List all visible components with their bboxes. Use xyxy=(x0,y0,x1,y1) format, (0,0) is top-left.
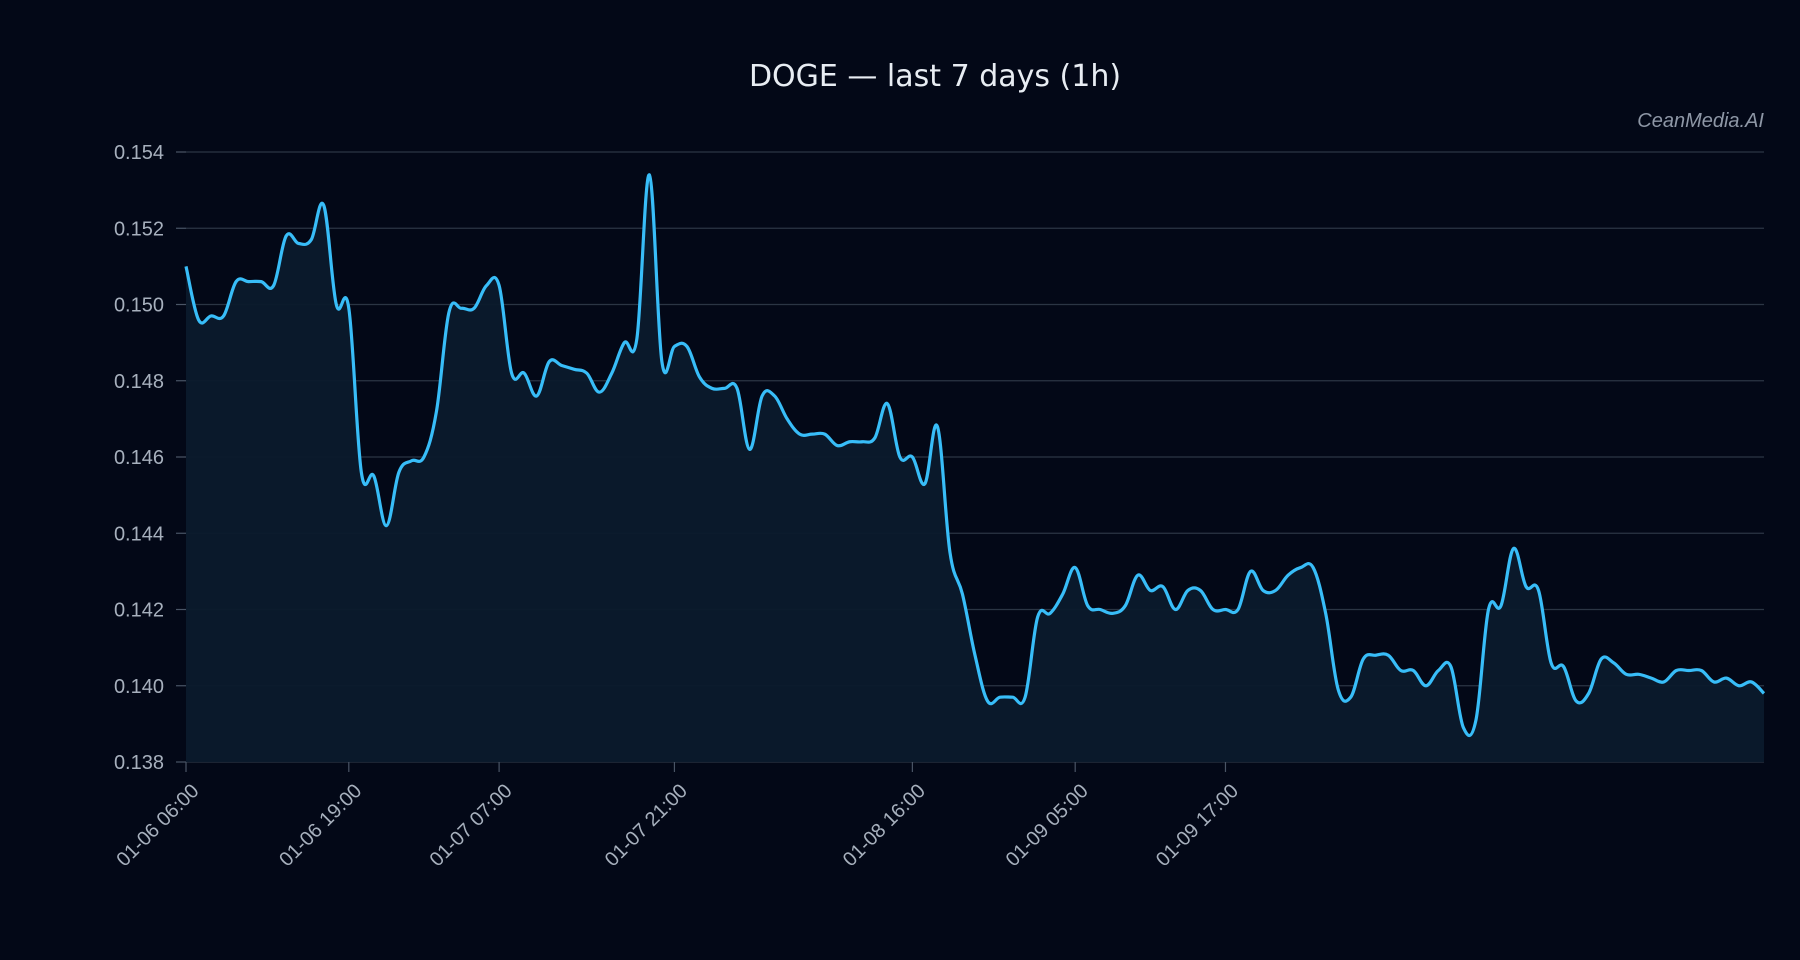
y-tick-label: 0.146 xyxy=(114,447,164,469)
y-axis-ticks: 0.138 0.140 0.142 0.144 0.146 0.148 0.150 0.152… xyxy=(114,142,186,774)
price-area-fill xyxy=(186,174,1764,763)
x-tick-label: 01-07 07:00 xyxy=(426,780,517,871)
x-tick-label: 01-09 17:00 xyxy=(1152,780,1243,871)
y-tick-label: 0.150 xyxy=(114,295,164,317)
y-tick-label: 0.144 xyxy=(114,523,164,545)
y-tick-label: 0.140 xyxy=(114,676,164,698)
y-tick-label: 0.154 xyxy=(114,142,164,164)
y-tick-label: 0.148 xyxy=(114,371,164,393)
y-tick-label: 0.152 xyxy=(114,218,164,240)
x-axis-ticks: 01-06 06:00 01-06 19:00 01-07 07:00 01-07 2… xyxy=(112,762,1243,871)
watermark: CeanMedia.AI xyxy=(1637,110,1764,132)
x-tick-label: 01-06 19:00 xyxy=(275,780,366,871)
price-line xyxy=(184,173,1766,738)
x-tick-label: 01-08 16:00 xyxy=(839,780,930,871)
chart-title: DOGE — last 7 days (1h) xyxy=(749,59,1121,94)
x-tick-label: 01-06 06:00 xyxy=(112,780,203,871)
x-tick-label: 01-09 05:00 xyxy=(1002,780,1093,871)
y-tick-label: 0.142 xyxy=(114,600,164,622)
x-tick-label: 01-07 21:00 xyxy=(601,780,692,871)
y-tick-label: 0.138 xyxy=(114,752,164,774)
